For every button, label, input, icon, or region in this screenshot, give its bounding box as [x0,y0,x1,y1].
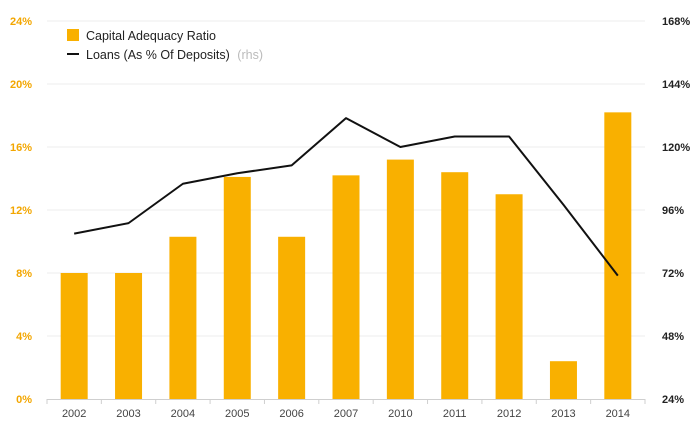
y-right-tick-label: 144% [662,79,690,91]
bar-capital-adequacy-2006 [278,236,306,399]
legend-label-loans: Loans (As % Of Deposits) (rhs) [86,48,263,62]
x-tick-label: 2007 [334,408,358,420]
legend: Capital Adequacy Ratio Loans (As % Of De… [67,29,263,62]
bar-capital-adequacy-2014 [604,112,632,399]
bar-capital-adequacy-2003 [115,273,143,399]
x-tick-label: 2005 [225,408,249,420]
y-right-tick-label: 120% [662,142,690,154]
x-tick-label: 2010 [388,408,412,420]
legend-swatch-capital-adequacy [67,29,79,41]
y-left-tick-label: 16% [10,142,32,154]
line-series [73,117,619,277]
y-right-tick-label: 72% [662,268,684,280]
y-left-tick-label: 12% [10,205,32,217]
x-tick-label: 2003 [116,408,140,420]
x-tick-label: 2006 [279,408,303,420]
legend-label-loans-rhs: (rhs) [237,48,263,62]
y-right-tick-label: 96% [662,205,684,217]
bar-capital-adequacy-2007 [332,175,360,399]
axes: 0% 4% 8% 12% 16% 20% 24% 24% 48% 72% 96% 120% 144% 16… [10,16,690,420]
x-tick-label: 2013 [551,408,575,420]
bar-capital-adequacy-2011 [441,172,469,399]
x-tick-label: 2002 [62,408,86,420]
y-left-tick-label: 24% [10,16,32,28]
x-tick-label: 2012 [497,408,521,420]
bar-capital-adequacy-2013 [549,361,577,399]
bar-capital-adequacy-2004 [169,236,197,399]
x-tick-label: 2014 [606,408,630,420]
y-right-tick-label: 168% [662,16,690,28]
legend-label-loans-text: Loans (As % Of Deposits) [86,48,230,62]
y-right-tick-label: 48% [662,331,684,343]
y-left-tick-label: 8% [16,268,32,280]
x-tick-label: 2011 [443,408,467,420]
y-left-tick-label: 4% [16,331,32,343]
y-right-tick-label: 24% [662,394,684,406]
bar-series [60,112,632,399]
bar-capital-adequacy-2005 [223,176,251,399]
y-left-tick-label: 0% [16,394,32,406]
x-tick-label: 2004 [171,408,195,420]
bar-capital-adequacy-2002 [60,273,88,399]
bar-capital-adequacy-2012 [495,194,523,399]
y-left-tick-label: 20% [10,79,32,91]
legend-label-capital-adequacy: Capital Adequacy Ratio [86,29,216,43]
bar-capital-adequacy-2010 [386,159,414,399]
